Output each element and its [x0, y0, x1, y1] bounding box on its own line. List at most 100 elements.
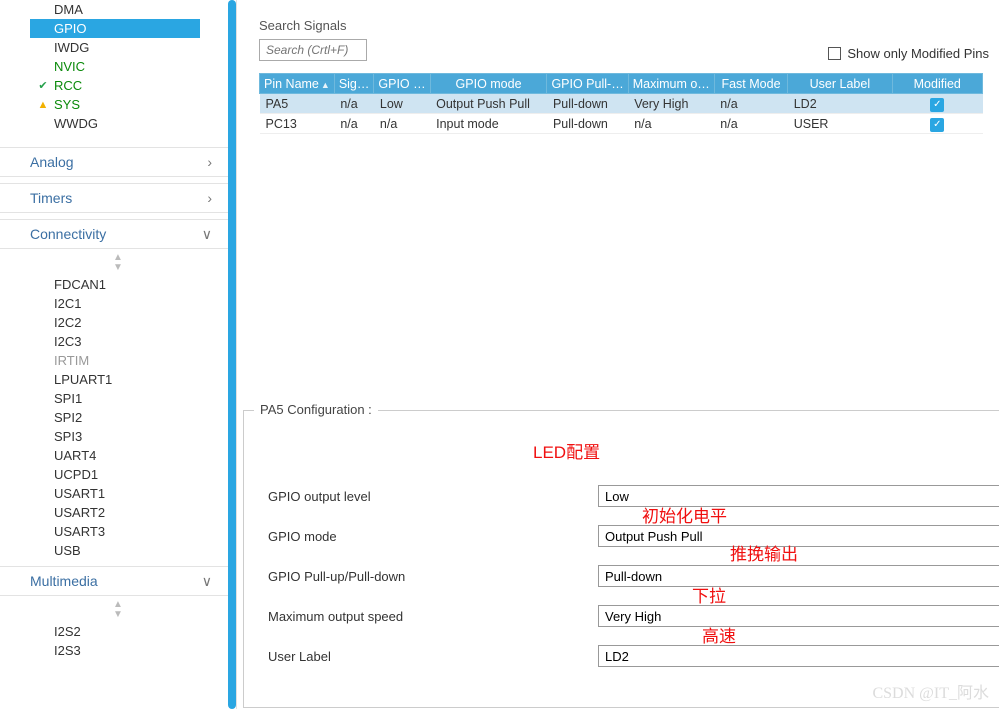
sidebar-scrollbar[interactable] — [228, 0, 236, 709]
section-label: Analog — [30, 154, 74, 170]
table-cell: PC13 — [260, 114, 335, 134]
tree-item-nvic[interactable]: NVIC — [0, 57, 236, 76]
tree-item-spi1[interactable]: SPI1 — [0, 389, 236, 408]
tree-item-label: FDCAN1 — [54, 277, 106, 292]
tree-item-dma[interactable]: DMA — [0, 0, 236, 19]
tree-item-i2c3[interactable]: I2C3 — [0, 332, 236, 351]
tree-item-label: NVIC — [54, 59, 85, 74]
section-analog[interactable]: Analog › — [0, 147, 236, 177]
config-input[interactable] — [598, 645, 999, 667]
table-cell: n/a — [334, 114, 374, 134]
config-label: GPIO mode — [268, 529, 598, 544]
section-label: Multimedia — [30, 573, 98, 589]
search-input[interactable] — [259, 39, 367, 61]
col-maximum-o-[interactable]: Maximum o… — [628, 74, 714, 94]
col-label: User Label — [810, 77, 870, 91]
table-cell: n/a — [714, 114, 787, 134]
col-label: Pin Name — [264, 77, 319, 91]
col-label: Maximum o… — [633, 77, 710, 91]
col-pin-name[interactable]: Pin Name▲ — [260, 74, 335, 94]
show-only-modified[interactable]: Show only Modified Pins — [828, 46, 989, 61]
section-label: Timers — [30, 190, 72, 206]
table-cell: Pull-down — [547, 94, 628, 114]
tree-item-usart1[interactable]: USART1 — [0, 484, 236, 503]
tree-item-gpio[interactable]: GPIO — [30, 19, 200, 38]
tree-item-label: USB — [54, 543, 81, 558]
tree-item-i2c1[interactable]: I2C1 — [0, 294, 236, 313]
tree-item-lpuart1[interactable]: LPUART1 — [0, 370, 236, 389]
modified-cell: ✓ — [892, 114, 982, 134]
config-row: User Label — [268, 645, 999, 667]
tree-item-label: I2C2 — [54, 315, 81, 330]
col-user-label[interactable]: User Label — [788, 74, 892, 94]
sort-handle-icon[interactable]: ▲▼ — [0, 596, 236, 622]
col-sig-[interactable]: Sig… — [334, 74, 374, 94]
checked-icon: ✓ — [930, 98, 944, 112]
modified-cell: ✓ — [892, 94, 982, 114]
table-cell: Pull-down — [547, 114, 628, 134]
table-cell: n/a — [714, 94, 787, 114]
config-label: User Label — [268, 649, 598, 664]
section-label: Connectivity — [30, 226, 106, 242]
tree-item-label: SYS — [54, 97, 80, 112]
col-gpio-[interactable]: GPIO … — [374, 74, 430, 94]
tree-item-label: I2C1 — [54, 296, 81, 311]
tree-item-uart4[interactable]: UART4 — [0, 446, 236, 465]
table-cell: Low — [374, 94, 430, 114]
tree-item-label: I2S2 — [54, 624, 81, 639]
tree-item-usart3[interactable]: USART3 — [0, 522, 236, 541]
config-select[interactable]: Low — [598, 485, 999, 507]
table-cell: n/a — [628, 114, 714, 134]
col-label: Modified — [914, 77, 961, 91]
tree-item-fdcan1[interactable]: FDCAN1 — [0, 275, 236, 294]
table-row[interactable]: PA5n/aLowOutput Push PullPull-downVery H… — [260, 94, 983, 114]
tree-item-i2c2[interactable]: I2C2 — [0, 313, 236, 332]
tree-item-iwdg[interactable]: IWDG — [0, 38, 236, 57]
check-icon: ✔ — [36, 79, 50, 92]
show-only-label: Show only Modified Pins — [847, 46, 989, 61]
search-label: Search Signals — [259, 18, 367, 33]
col-fast-mode[interactable]: Fast Mode — [714, 74, 787, 94]
tree-item-i2s2[interactable]: I2S2 — [0, 622, 236, 641]
config-label: GPIO Pull-up/Pull-down — [268, 569, 598, 584]
table-cell: Input mode — [430, 114, 547, 134]
tree-item-spi2[interactable]: SPI2 — [0, 408, 236, 427]
config-row: GPIO modeOutput Push Pull˅ — [268, 525, 999, 547]
tree-item-wwdg[interactable]: WWDG — [0, 114, 236, 133]
col-label: Fast Mode — [721, 77, 780, 91]
tree-item-usb[interactable]: USB — [0, 541, 236, 560]
config-label: GPIO output level — [268, 489, 598, 504]
tree-item-label: SPI1 — [54, 391, 82, 406]
warn-icon: ▲ — [36, 99, 50, 111]
tree-item-sys[interactable]: ▲ SYS — [0, 95, 236, 114]
tree-item-rcc[interactable]: ✔ RCC — [0, 76, 236, 95]
tree-item-i2s3[interactable]: I2S3 — [0, 641, 236, 660]
col-modified[interactable]: Modified — [892, 74, 982, 94]
tree-item-irtim: IRTIM — [0, 351, 236, 370]
table-cell: n/a — [374, 114, 430, 134]
checkbox-icon[interactable] — [828, 47, 841, 60]
col-gpio-mode[interactable]: GPIO mode — [430, 74, 547, 94]
tree-item-usart2[interactable]: USART2 — [0, 503, 236, 522]
col-label: GPIO Pull-… — [551, 77, 623, 91]
col-label: GPIO mode — [456, 77, 522, 91]
pin-config-panel: PA5 Configuration : GPIO output levelLow… — [243, 410, 999, 708]
tree-item-label: GPIO — [54, 21, 87, 36]
config-select[interactable]: Very High — [598, 605, 999, 627]
config-select[interactable]: Pull-down — [598, 565, 999, 587]
chevron-icon: ∨ — [202, 226, 212, 243]
sort-handle-icon[interactable]: ▲▼ — [0, 249, 236, 275]
tree-item-spi3[interactable]: SPI3 — [0, 427, 236, 446]
config-select[interactable]: Output Push Pull — [598, 525, 999, 547]
tree-item-label: RCC — [54, 78, 82, 93]
config-row: Maximum output speedVery High˅ — [268, 605, 999, 627]
col-gpio-pull-[interactable]: GPIO Pull-… — [547, 74, 628, 94]
tree-item-ucpd1[interactable]: UCPD1 — [0, 465, 236, 484]
chevron-icon: › — [207, 154, 212, 170]
section-connectivity[interactable]: Connectivity ∨ — [0, 219, 236, 249]
section-timers[interactable]: Timers› — [0, 183, 236, 213]
table-header-row: Pin Name▲Sig…GPIO … GPIO mode GPIO Pull-… M… — [260, 74, 983, 94]
table-row[interactable]: PC13n/an/aInput modePull-downn/an/aUSER✓ — [260, 114, 983, 134]
tree-item-label: WWDG — [54, 116, 98, 131]
section-multimedia[interactable]: Multimedia∨ — [0, 566, 236, 596]
